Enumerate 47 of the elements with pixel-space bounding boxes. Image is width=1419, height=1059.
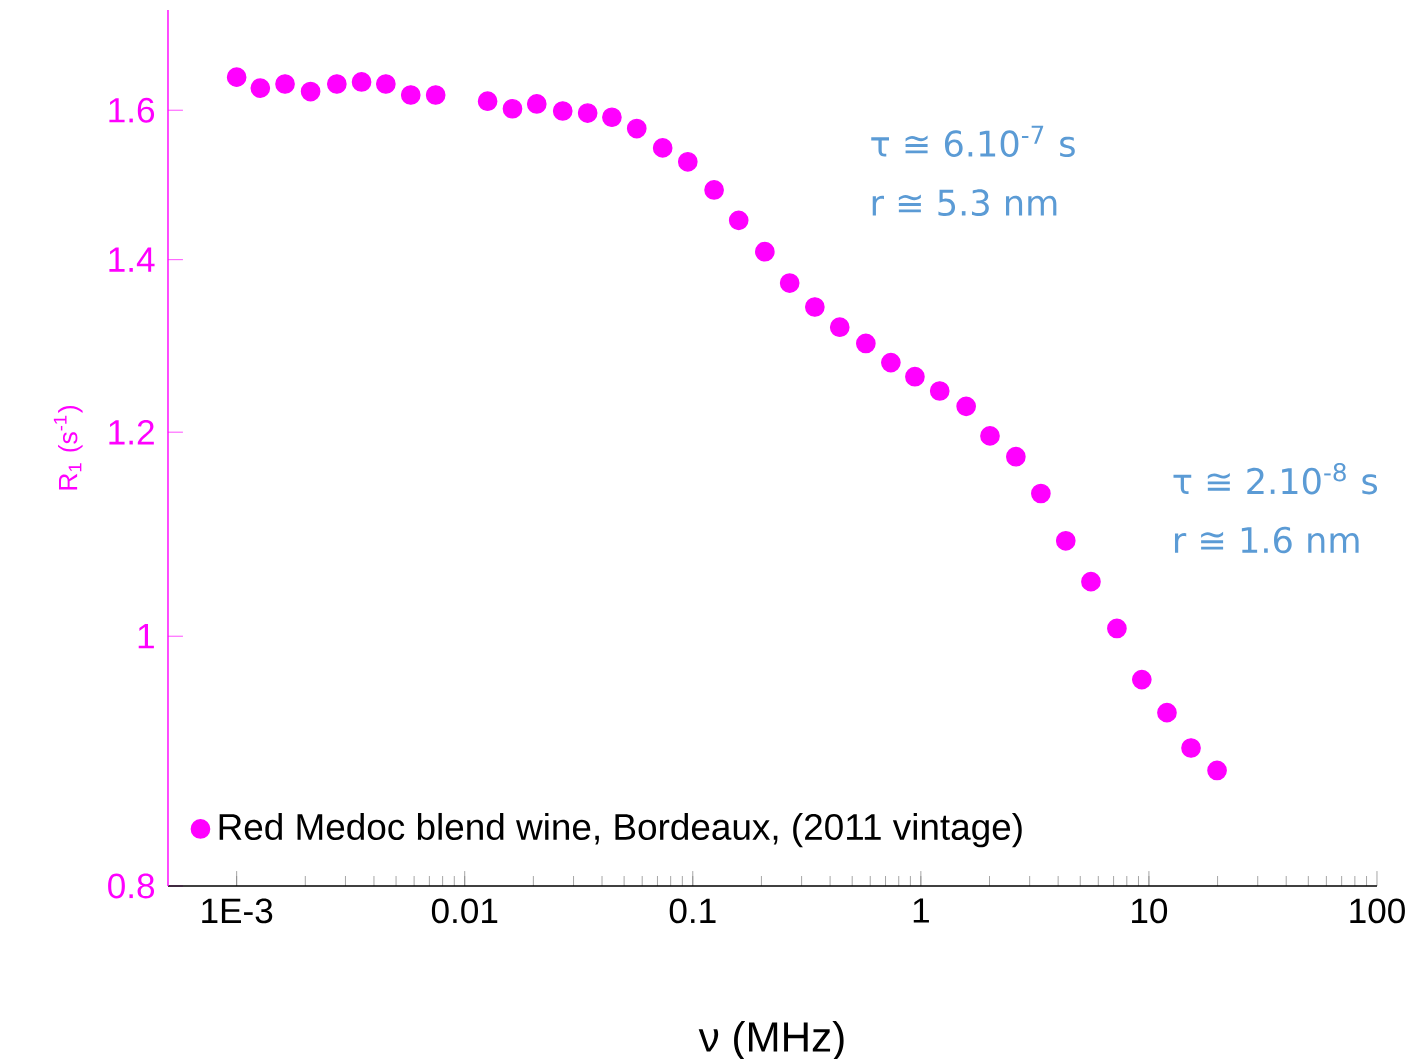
y-tick-label: 1.4 [109, 247, 155, 272]
point [929, 381, 950, 401]
x-tick-label: 10 [1132, 898, 1168, 924]
point [1031, 483, 1051, 504]
point [477, 91, 498, 112]
y-tick-label: 0.8 [108, 873, 155, 899]
point [677, 151, 698, 172]
annotation: τ ≅ 6.10$^{-7}$ s [871, 125, 1075, 157]
point [1107, 618, 1127, 639]
point [526, 94, 547, 114]
point [755, 241, 775, 262]
point [805, 297, 825, 317]
point [980, 426, 1000, 446]
annotation: r ≅ 1.6 nm [1174, 526, 1359, 554]
point [856, 333, 876, 354]
point [956, 396, 976, 417]
x-tick-label: 1E-3 [202, 898, 273, 924]
x-tick-label: 100 [1350, 898, 1405, 924]
point [1131, 669, 1152, 690]
point [502, 98, 523, 119]
legend-label: Red Medoc blend wine, Bordeaux, (2011 vintage) [219, 812, 1022, 848]
point [779, 273, 800, 293]
point [552, 101, 573, 121]
point [1181, 738, 1201, 758]
point [905, 366, 925, 387]
annotation: τ ≅ 2.10$^{-8}$ s [1173, 462, 1378, 495]
point [1055, 530, 1076, 551]
point [881, 352, 901, 373]
y-tick-label: 1.6 [109, 97, 155, 123]
x-tick-label: 0.1 [669, 898, 716, 924]
point [1006, 446, 1026, 467]
point [728, 210, 749, 231]
x-tick-label: 0.01 [431, 898, 498, 924]
point [652, 138, 673, 158]
y-tick-label: 1.2 [109, 419, 154, 445]
annotation: r ≅ 5.3 nm [872, 189, 1057, 216]
point [1081, 571, 1101, 592]
point [626, 118, 647, 139]
point [829, 317, 850, 338]
point [602, 107, 622, 128]
point [704, 180, 724, 200]
y-tick-label: 1 [138, 624, 154, 649]
point [1157, 702, 1177, 723]
x-tick-label: 1 [913, 898, 929, 923]
point [577, 103, 598, 123]
point [1207, 760, 1227, 781]
y-axis-title: R$_{1}$ (s$^{-1}$) [53, 405, 83, 490]
